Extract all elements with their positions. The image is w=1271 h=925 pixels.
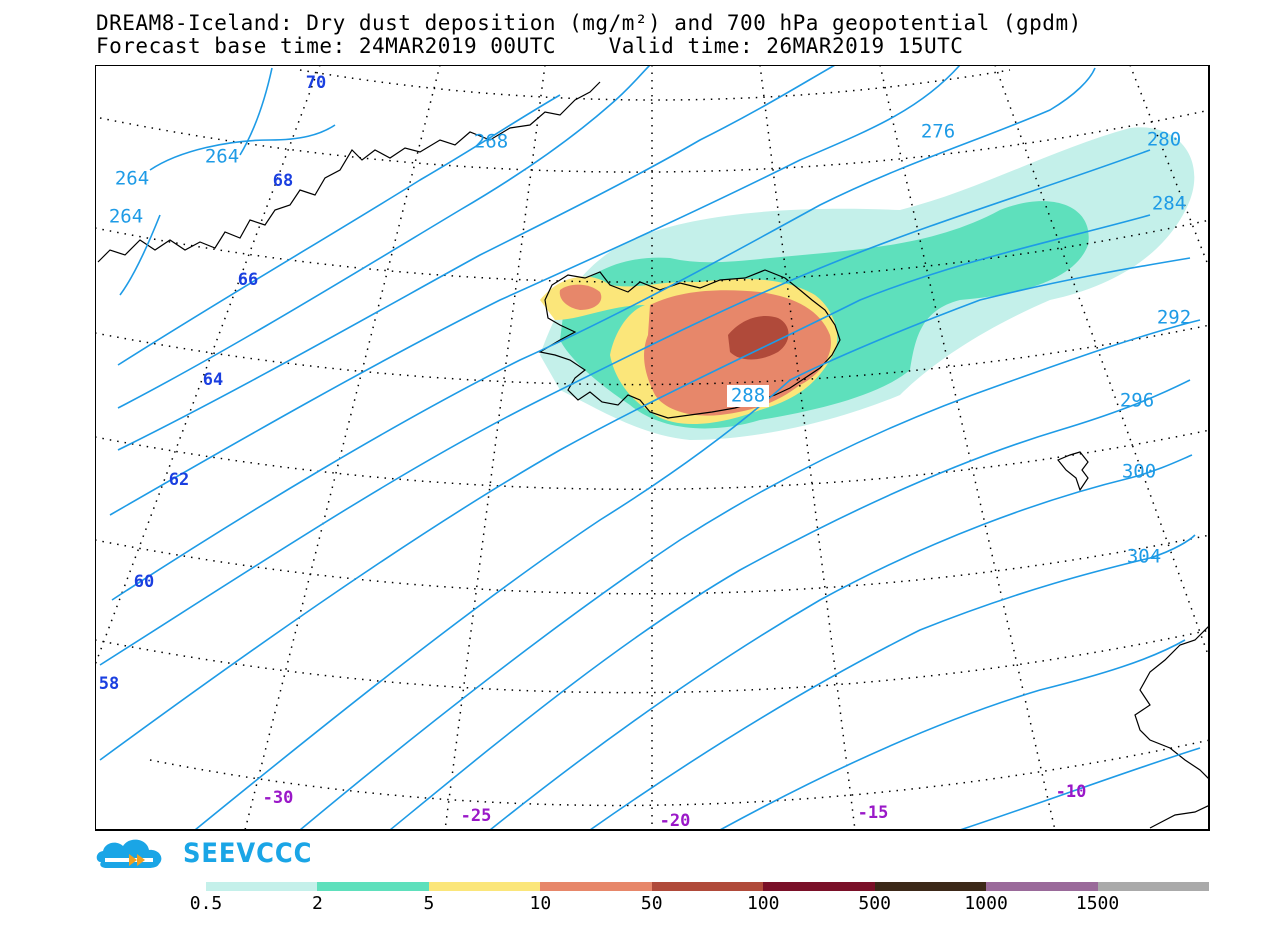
legend-label-1: 2: [312, 893, 323, 914]
contour-label-0: 264: [205, 146, 239, 168]
geopotential-contours: [99, 65, 1201, 830]
parallel-68: [99, 109, 1209, 173]
contour-280: [99, 149, 1151, 666]
contour-label-11: 288: [731, 385, 765, 407]
legend-label-3: 10: [529, 893, 552, 914]
contour-label-3: 268: [474, 131, 508, 153]
contour-labels: 264 264 264 268 276 280 284 292 296 300 304 288: [109, 121, 1191, 568]
contour-label-7: 292: [1157, 307, 1191, 329]
logo-text: SEEVCCC: [183, 838, 313, 869]
legend-label-2: 5: [423, 893, 435, 914]
latitude-label-4: 62: [169, 470, 189, 490]
arrow-icon: [129, 854, 137, 866]
longitude-label-2: -20: [660, 811, 691, 831]
contour-label-8: 296: [1120, 390, 1154, 412]
legend-label-0: 0.5: [189, 893, 223, 914]
contour-312: [959, 747, 1201, 830]
iceland-coast: [538, 269, 841, 419]
meridian-25: [444, 65, 546, 830]
contour-264c: [239, 67, 273, 156]
contour-308: [719, 639, 1186, 830]
contour-264a: [149, 124, 336, 171]
legend-swatch-6: [874, 882, 987, 891]
meridian-15: [759, 65, 856, 830]
norway-coast-south: [1149, 804, 1209, 829]
graticule: [95, 65, 1209, 830]
legend-label-8: 1500: [1075, 893, 1120, 914]
contour-272: [109, 65, 961, 516]
longitude-labels: -30 -25 -20 -15 -10: [263, 782, 1087, 831]
color-legend: [206, 882, 1209, 891]
legend-label-6: 500: [858, 893, 891, 914]
contour-label-10: 304: [1127, 546, 1161, 568]
legend-label-5: 100: [746, 893, 780, 914]
longitude-label-0: -30: [263, 788, 294, 808]
latitude-label-0: 70: [306, 73, 326, 93]
dust-area-50: [728, 315, 789, 360]
contour-284: [99, 214, 1151, 761]
faroe-islands: [1057, 451, 1089, 492]
meridian-5: [994, 65, 1209, 660]
dust-shading: [540, 127, 1195, 441]
legend-swatch-3: [540, 882, 652, 891]
contour-268: [117, 65, 651, 409]
norway-coast: [1134, 625, 1209, 780]
contour-288: [194, 257, 1191, 830]
contour-266: [117, 94, 561, 366]
legend-swatch-0: [206, 882, 318, 891]
parallel-56: [149, 739, 1209, 807]
contour-label-1: 264: [115, 168, 149, 190]
contour-label-4: 276: [921, 121, 955, 143]
forecast-map: 264 264 264 268 276 280 284 292 296 300 304 288 70 6…: [95, 65, 1210, 831]
latitude-label-2: 66: [238, 270, 258, 290]
legend-label-4: 50: [640, 893, 663, 914]
coastlines: [97, 81, 1209, 829]
latitude-label-1: 68: [273, 171, 293, 191]
legend-swatch-1: [317, 882, 429, 891]
legend-swatch-4: [651, 882, 764, 891]
legend-swatch-5: [763, 882, 875, 891]
latitude-label-6: 58: [99, 674, 119, 694]
contour-264b: [119, 214, 161, 296]
legend-swatch-7: [986, 882, 1098, 891]
legend-label-7: 1000: [964, 893, 1008, 914]
longitude-label-1: -25: [461, 806, 492, 826]
contour-304: [589, 534, 1196, 830]
contour-label-6: 284: [1152, 193, 1186, 215]
seevccc-logo: [96, 839, 162, 868]
map-frame: [95, 65, 1210, 831]
latitude-label-5: 60: [134, 572, 154, 592]
contour-label-2: 264: [109, 206, 143, 228]
map-title: DREAM8-Iceland: Dry dust deposition (mg/…: [96, 11, 1082, 35]
legend-swatch-2: [428, 882, 541, 891]
greenland-coast: [97, 81, 601, 263]
dust-area-10-w: [559, 284, 602, 310]
latitude-label-3: 64: [203, 370, 223, 390]
contour-296: [389, 379, 1191, 830]
contour-270: [117, 65, 836, 451]
meridian-10: [879, 65, 1056, 830]
latitude-labels: 70 68 66 64 62 60 58: [99, 73, 326, 694]
longitude-label-3: -15: [858, 803, 889, 823]
contour-300: [489, 454, 1193, 830]
map-subtitle: Forecast base time: 24MAR2019 00UTC Vali…: [96, 34, 964, 58]
longitude-label-4: -10: [1056, 782, 1087, 802]
contour-label-9: 300: [1122, 461, 1156, 483]
contour-292: [299, 319, 1201, 830]
legend-swatch-8: [1097, 882, 1209, 891]
contour-label-5: 280: [1147, 129, 1181, 151]
contour-276: [111, 67, 1096, 601]
